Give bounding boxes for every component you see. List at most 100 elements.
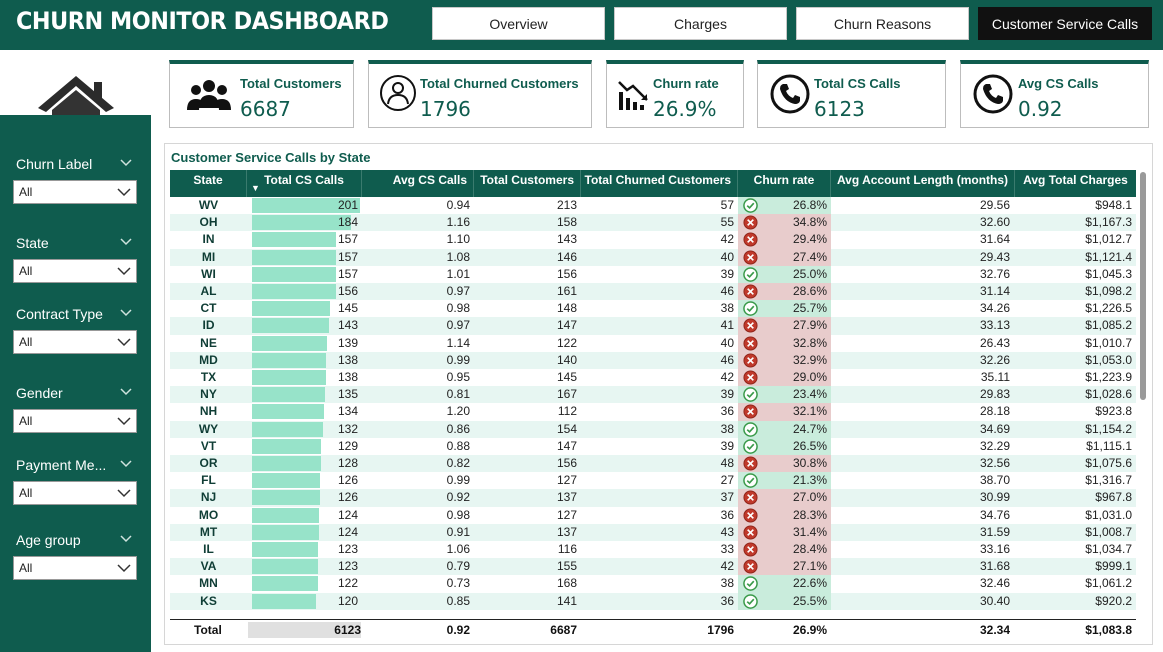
table-row[interactable]: VT 129 0.88 147 39 26.5% 32.29 $1,115.1 [170, 437, 1136, 455]
cell-total-churned: 36 [720, 593, 734, 608]
cell-total-cs-calls: 134 [337, 404, 358, 419]
cell-churn-rate: 29.0% [792, 370, 827, 384]
table-row[interactable]: TX 138 0.95 145 42 29.0% 35.11 $1,223.9 [170, 369, 1136, 387]
kpi-card-avg-cs-calls: Avg CS Calls 0.92 [960, 60, 1149, 128]
cell-avg-cs-calls: 0.79 [446, 559, 470, 574]
column-header-churn-rate[interactable]: Churn rate [738, 170, 831, 197]
table-body: WV 201 0.94 213 57 26.8% 29.56 $948.1 OH 184 1.16 1… [170, 197, 1136, 617]
cell-avg-cs-calls: 1.06 [446, 542, 470, 556]
cell-total-churned: 46 [720, 352, 734, 367]
churn-label-dropdown[interactable]: All [13, 180, 137, 204]
chevron-down-icon[interactable] [120, 385, 132, 397]
nav-button-customer-service-calls[interactable]: Customer Service Calls [978, 7, 1152, 40]
table-row[interactable]: CT 145 0.98 148 38 25.7% 34.26 $1,226.5 [170, 300, 1136, 318]
total-account-length: 32.34 [979, 623, 1010, 637]
cell-churn-rate: 25.0% [792, 266, 827, 281]
column-header-avg-account-length[interactable]: Avg Account Length (months) [831, 170, 1015, 197]
cell-total-churned: 55 [720, 215, 734, 230]
churn-rate-background [738, 214, 831, 232]
cell-total-cs-calls: 138 [337, 352, 358, 367]
age-group-dropdown[interactable]: All [13, 556, 137, 580]
kpi-value: 1796 [420, 97, 471, 121]
cs-calls-bar [252, 576, 318, 592]
cell-churn-rate: 28.4% [792, 542, 827, 556]
table-row[interactable]: MT 124 0.91 137 43 31.4% 31.59 $1,008.7 [170, 523, 1136, 541]
cell-avg-account-length: 31.68 [979, 559, 1010, 574]
chevron-down-icon[interactable] [120, 306, 132, 318]
table-row[interactable]: MI 157 1.08 146 40 27.4% 29.43 $1,121.4 [170, 248, 1136, 266]
table-row[interactable]: WY 132 0.86 154 38 24.7% 34.69 $1,154.2 [170, 420, 1136, 438]
cell-avg-total-charges: $1,226.5 [1085, 301, 1132, 316]
cell-total-customers: 122 [556, 335, 577, 350]
table-row[interactable]: WV 201 0.94 213 57 26.8% 29.56 $948.1 [170, 197, 1136, 215]
table-row[interactable]: AL 156 0.97 161 46 28.6% 31.14 $1,098.2 [170, 283, 1136, 301]
cell-avg-cs-calls: 0.85 [446, 593, 470, 608]
cs-calls-bar [252, 352, 326, 368]
cell-churn-rate: 26.5% [792, 438, 827, 453]
cell-total-churned: 33 [720, 542, 734, 556]
user-circle-icon [380, 75, 416, 111]
cs-calls-bar [252, 249, 336, 265]
churn-rate-background [738, 489, 831, 507]
nav-button-churn-reasons[interactable]: Churn Reasons [796, 7, 969, 40]
table-row[interactable]: WI 157 1.01 156 39 25.0% 32.76 $1,045.3 [170, 265, 1136, 283]
cs-calls-bar [252, 387, 325, 403]
cell-avg-account-length: 31.64 [979, 232, 1010, 247]
table-row[interactable]: NY 135 0.81 167 39 23.4% 29.83 $1,028.6 [170, 386, 1136, 404]
cell-total-cs-calls: 184 [337, 215, 358, 230]
cell-avg-total-charges: $967.8 [1095, 490, 1132, 505]
nav-button-charges[interactable]: Charges [614, 7, 787, 40]
column-header-total-churned-customers[interactable]: Total Churned Customers [581, 170, 738, 197]
cell-total-cs-calls: 135 [337, 387, 358, 402]
cell-avg-account-length: 32.60 [979, 215, 1010, 230]
cell-churn-rate: 28.3% [792, 507, 827, 522]
cell-avg-account-length: 34.76 [979, 507, 1010, 522]
column-header-state[interactable]: State [170, 170, 247, 197]
cell-total-customers: 158 [556, 215, 577, 230]
table-row[interactable]: NE 139 1.14 122 40 32.8% 26.43 $1,010.7 [170, 334, 1136, 352]
table-row[interactable]: OR 128 0.82 156 48 30.8% 32.56 $1,075.6 [170, 455, 1136, 473]
table-title: Customer Service Calls by State [171, 150, 371, 165]
churn-rate-background [738, 420, 831, 438]
table-row[interactable]: IL 123 1.06 116 33 28.4% 33.16 $1,034.7 [170, 541, 1136, 559]
chevron-down-icon[interactable] [120, 532, 132, 544]
column-header-total-customers[interactable]: Total Customers [474, 170, 581, 197]
cell-total-customers: 141 [556, 593, 577, 608]
column-header-avg-cs-calls[interactable]: Avg CS Calls [362, 170, 474, 197]
chevron-down-icon[interactable] [120, 156, 132, 168]
table-row[interactable]: MO 124 0.98 127 36 28.3% 34.76 $1,031.0 [170, 506, 1136, 524]
sort-descending-icon: ▼ [251, 183, 260, 193]
table-row[interactable]: MN 122 0.73 168 38 22.6% 32.46 $1,061.2 [170, 575, 1136, 593]
cell-avg-total-charges: $1,316.7 [1085, 473, 1132, 488]
cell-total-cs-calls: 157 [337, 266, 358, 281]
cell-avg-total-charges: $1,008.7 [1085, 524, 1132, 539]
cell-state: TX [200, 370, 217, 384]
table-row[interactable]: VA 123 0.79 155 42 27.1% 31.68 $999.1 [170, 558, 1136, 576]
churn-rate-background [738, 523, 831, 541]
contract-type-dropdown[interactable]: All [13, 330, 137, 354]
payment-method-dropdown[interactable]: All [13, 481, 137, 505]
table-row[interactable]: ID 143 0.97 147 41 27.9% 33.13 $1,085.2 [170, 317, 1136, 335]
column-header-total-cs-calls[interactable]: Total CS Calls ▼ [247, 170, 362, 197]
cell-churn-rate: 27.9% [792, 318, 827, 333]
cell-avg-cs-calls: 1.10 [446, 232, 470, 247]
cell-avg-total-charges: $1,045.3 [1085, 266, 1132, 281]
table-row[interactable]: KS 120 0.85 141 36 25.5% 30.40 $920.2 [170, 592, 1136, 610]
table-scrollbar[interactable] [1140, 172, 1146, 400]
table-row[interactable]: NJ 126 0.92 137 37 27.0% 30.99 $967.8 [170, 489, 1136, 507]
churn-rate-background [738, 575, 831, 593]
table-row[interactable]: MD 138 0.99 140 46 32.9% 32.26 $1,053.0 [170, 351, 1136, 369]
table-row[interactable]: FL 126 0.99 127 27 21.3% 38.70 $1,316.7 [170, 472, 1136, 490]
gender-dropdown[interactable]: All [13, 409, 137, 433]
cell-churn-rate: 29.4% [792, 232, 827, 247]
state-dropdown[interactable]: All [13, 259, 137, 283]
kpi-card-total-churned-customers: Total Churned Customers 1796 [368, 60, 592, 128]
chevron-down-icon[interactable] [120, 235, 132, 247]
nav-button-overview[interactable]: Overview [432, 7, 605, 40]
table-row[interactable]: NH 134 1.20 112 36 32.1% 28.18 $923.8 [170, 403, 1136, 421]
table-row[interactable]: IN 157 1.10 143 42 29.4% 31.64 $1,012.7 [170, 231, 1136, 249]
cell-total-customers: 146 [556, 249, 577, 264]
chevron-down-icon[interactable] [120, 457, 132, 469]
column-header-avg-total-charges[interactable]: Avg Total Charges [1023, 173, 1128, 187]
table-row[interactable]: OH 184 1.16 158 55 34.8% 32.60 $1,167.3 [170, 214, 1136, 232]
